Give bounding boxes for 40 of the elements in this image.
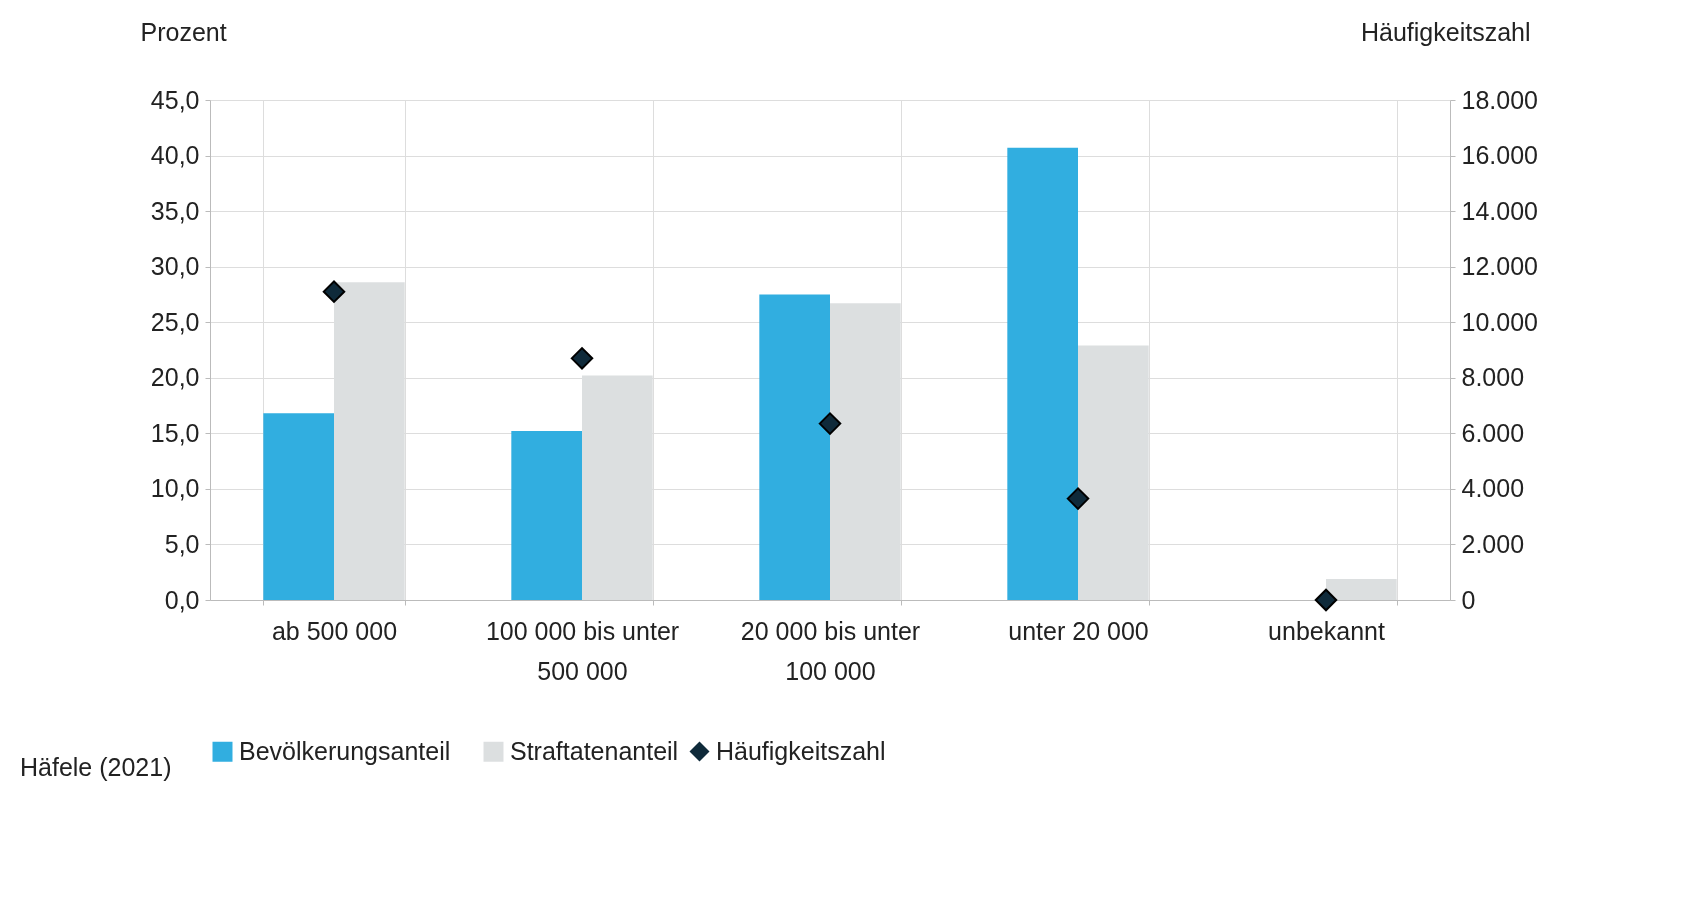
x-tick-label: unbekannt [1268,616,1385,645]
y2-tick-label: 14.000 [1461,196,1538,225]
point [570,347,594,370]
y-axis-title: Prozent [140,17,227,46]
y-tick-label: 40,0 [150,141,200,170]
point [322,280,346,303]
y-tick-label: 15,0 [150,418,200,447]
y2-tick-label: 0 [1461,585,1476,614]
y-tick-label: 45,0 [150,85,200,114]
y2-tick-label: 4.000 [1461,474,1525,503]
x-tick-label: unter 20 000 [1008,616,1149,645]
y-tick-label: 30,0 [150,252,200,281]
y2-tick-label: 6.000 [1461,418,1525,447]
y-tick-label: 10,0 [150,474,200,503]
y-tick-label: 35,0 [150,196,200,225]
y2-tick-label: 12.000 [1461,252,1538,281]
y2-tick-label: 16.000 [1461,141,1538,170]
bar [1007,147,1078,600]
legend-label: Bevölkerungsanteil [239,736,451,765]
y-tick-label: 20,0 [150,363,200,392]
y2-tick-label: 8.000 [1461,363,1525,392]
x-tick-label: 100 000 bis unter 500 000 [485,616,680,685]
legend-label: Häufigkeitszahl [716,736,886,765]
bar [511,431,582,600]
x-tick-label: ab 500 000 [271,616,398,645]
y-tick-label: 25,0 [150,307,200,336]
y2-tick-label: 2.000 [1461,529,1525,558]
point [1066,487,1090,510]
y2-axis-title: Häufigkeitszahl [1360,17,1531,46]
y2-tick-label: 10.000 [1461,307,1538,336]
point [1314,588,1338,612]
y2-tick-label: 18.000 [1461,85,1538,114]
point [818,412,842,435]
x-tick-label: 20 000 bis unter 100 000 [740,616,921,685]
y-tick-label: 5,0 [164,529,200,558]
bar [759,294,830,600]
y-tick-label: 0,0 [164,585,200,614]
legend-label: Straftatenanteil [510,736,679,765]
bar [263,413,334,600]
text: Häfele (2021) [20,753,172,781]
